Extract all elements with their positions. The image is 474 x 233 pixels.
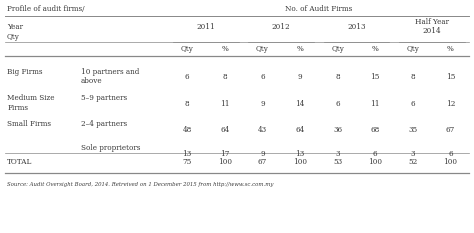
Text: Sole proprietors: Sole proprietors [81, 144, 140, 152]
Text: 48: 48 [182, 126, 191, 134]
Text: 35: 35 [408, 126, 418, 134]
Text: 67: 67 [258, 158, 267, 166]
Text: 5–9 partners: 5–9 partners [81, 94, 127, 102]
Text: Qty: Qty [7, 33, 20, 41]
Text: %: % [221, 45, 228, 53]
Text: 12: 12 [446, 100, 455, 108]
Text: Qty: Qty [406, 45, 419, 53]
Text: 8: 8 [222, 73, 227, 81]
Text: 100: 100 [293, 158, 307, 166]
Text: 8: 8 [335, 73, 340, 81]
Text: 9: 9 [260, 150, 264, 158]
Text: 3: 3 [410, 150, 415, 158]
Text: 43: 43 [258, 126, 267, 134]
Text: Small Firms: Small Firms [7, 120, 51, 128]
Text: 8: 8 [185, 100, 190, 108]
Text: 100: 100 [368, 158, 382, 166]
Text: 52: 52 [408, 158, 418, 166]
Text: 8: 8 [410, 73, 415, 81]
Text: 2–4 partners: 2–4 partners [81, 120, 127, 128]
Text: 100: 100 [218, 158, 232, 166]
Text: 6: 6 [448, 150, 453, 158]
Text: 11: 11 [220, 100, 229, 108]
Text: 64: 64 [220, 126, 229, 134]
Text: 11: 11 [371, 100, 380, 108]
Text: 9: 9 [298, 73, 302, 81]
Text: Big Firms: Big Firms [7, 68, 43, 75]
Text: 6: 6 [185, 73, 190, 81]
Text: 15: 15 [371, 73, 380, 81]
Text: 3: 3 [335, 150, 340, 158]
Text: 17: 17 [220, 150, 229, 158]
Text: 67: 67 [446, 126, 455, 134]
Text: 100: 100 [444, 158, 457, 166]
Text: 13: 13 [295, 150, 305, 158]
Text: %: % [372, 45, 379, 53]
Text: Half Year
2014: Half Year 2014 [415, 18, 448, 35]
Text: 14: 14 [295, 100, 305, 108]
Text: 6: 6 [410, 100, 415, 108]
Text: Source: Audit Oversight Board, 2014. Retreived on 1 December 2015 from http://ww: Source: Audit Oversight Board, 2014. Ret… [7, 182, 273, 187]
Text: 9: 9 [260, 100, 264, 108]
Text: 6: 6 [373, 150, 377, 158]
Text: 13: 13 [182, 150, 191, 158]
Text: 64: 64 [295, 126, 305, 134]
Text: No. of Audit Firms: No. of Audit Firms [285, 5, 352, 13]
Text: 68: 68 [371, 126, 380, 134]
Text: %: % [447, 45, 454, 53]
Text: 2013: 2013 [347, 23, 365, 31]
Text: Year: Year [7, 23, 23, 31]
Text: 10 partners and
above: 10 partners and above [81, 68, 139, 85]
Text: 75: 75 [182, 158, 191, 166]
Text: 53: 53 [333, 158, 342, 166]
Text: 2011: 2011 [197, 23, 215, 31]
Text: Qty: Qty [331, 45, 344, 53]
Text: 36: 36 [333, 126, 342, 134]
Text: Qty: Qty [256, 45, 269, 53]
Text: Medium Size
Firms: Medium Size Firms [7, 94, 55, 112]
Text: Qty: Qty [181, 45, 193, 53]
Text: 6: 6 [260, 73, 264, 81]
Text: Profile of audit firms/: Profile of audit firms/ [7, 5, 85, 13]
Text: %: % [297, 45, 303, 53]
Text: TOTAL: TOTAL [7, 158, 33, 166]
Text: 2012: 2012 [272, 23, 291, 31]
Text: 6: 6 [335, 100, 340, 108]
Text: 15: 15 [446, 73, 455, 81]
